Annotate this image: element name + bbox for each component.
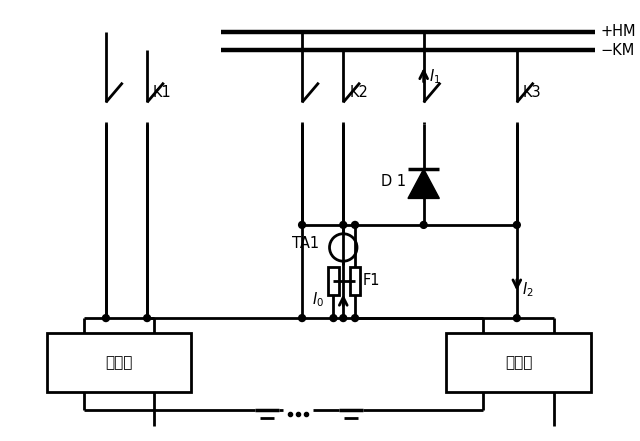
Text: K3: K3 — [523, 85, 541, 100]
Circle shape — [420, 221, 427, 228]
Text: $I_0$: $I_0$ — [312, 291, 324, 309]
Bar — [47, 333, 191, 392]
Circle shape — [513, 314, 520, 321]
Text: +HM: +HM — [600, 24, 636, 39]
Text: 充电机: 充电机 — [106, 355, 133, 370]
Text: TA1: TA1 — [292, 236, 319, 251]
Circle shape — [351, 314, 358, 321]
Text: K1: K1 — [153, 85, 172, 100]
Circle shape — [340, 314, 347, 321]
Bar — [328, 267, 339, 295]
Circle shape — [351, 221, 358, 228]
Text: 放电仪: 放电仪 — [505, 355, 532, 370]
Polygon shape — [408, 169, 440, 198]
Circle shape — [340, 221, 347, 228]
Text: $I_1$: $I_1$ — [429, 67, 440, 86]
Circle shape — [102, 314, 109, 321]
Circle shape — [513, 221, 520, 228]
Text: F1: F1 — [363, 273, 380, 288]
Text: K2: K2 — [349, 85, 368, 100]
Text: D 1: D 1 — [381, 174, 406, 189]
Circle shape — [299, 221, 305, 228]
Circle shape — [299, 314, 305, 321]
Bar — [349, 267, 360, 295]
Circle shape — [330, 314, 337, 321]
Circle shape — [143, 314, 150, 321]
Text: −KM: −KM — [600, 43, 634, 58]
Bar — [446, 333, 591, 392]
Text: $I_2$: $I_2$ — [522, 280, 534, 299]
